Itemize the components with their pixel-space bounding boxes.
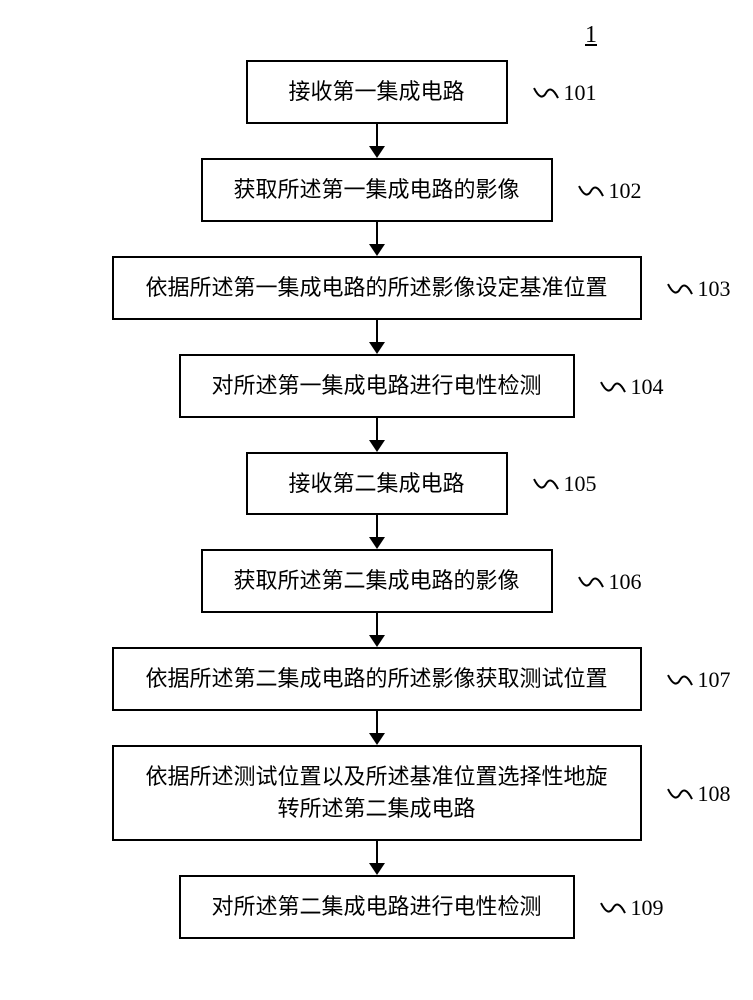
step-box: 依据所述测试位置以及所述基准位置选择性地旋转所述第二集成电路 <box>112 745 642 841</box>
step-box: 获取所述第二集成电路的影像 <box>201 549 553 613</box>
ref-connector-icon <box>666 785 694 803</box>
ref-connector-icon <box>666 671 694 689</box>
flowchart: 接收第一集成电路 101 获取所述第一集成电路的影像 102 依据所述第一集成电路的所述… <box>0 60 753 939</box>
step-ref-number: 105 <box>564 471 597 496</box>
step-ref-number: 108 <box>698 781 731 806</box>
step-ref-number: 109 <box>631 895 664 920</box>
arrow-down-icon <box>369 124 385 158</box>
arrow-down-icon <box>369 841 385 875</box>
step-box: 对所述第二集成电路进行电性检测 <box>179 875 575 939</box>
arrow-down-icon <box>369 320 385 354</box>
step-box: 依据所述第一集成电路的所述影像设定基准位置 <box>112 256 642 320</box>
step-ref-number: 104 <box>631 374 664 399</box>
arrow-down-icon <box>369 515 385 549</box>
step-107: 依据所述第二集成电路的所述影像获取测试位置 107 <box>0 647 753 711</box>
ref-connector-icon <box>599 899 627 917</box>
step-ref-number: 102 <box>609 178 642 203</box>
step-ref-label: 105 <box>532 470 597 498</box>
step-101: 接收第一集成电路 101 <box>0 60 753 124</box>
step-ref-label: 108 <box>666 779 731 807</box>
ref-connector-icon <box>577 573 605 591</box>
figure-label: 1 <box>585 22 597 49</box>
step-103: 依据所述第一集成电路的所述影像设定基准位置 103 <box>0 256 753 320</box>
ref-connector-icon <box>577 182 605 200</box>
step-box: 接收第二集成电路 <box>246 452 508 516</box>
step-ref-number: 101 <box>564 80 597 105</box>
arrow-down-icon <box>369 711 385 745</box>
arrow-down-icon <box>369 613 385 647</box>
ref-connector-icon <box>532 475 560 493</box>
step-ref-number: 103 <box>698 276 731 301</box>
step-108: 依据所述测试位置以及所述基准位置选择性地旋转所述第二集成电路 108 <box>0 745 753 841</box>
step-box: 获取所述第一集成电路的影像 <box>201 158 553 222</box>
step-104: 对所述第一集成电路进行电性检测 104 <box>0 354 753 418</box>
step-box: 对所述第一集成电路进行电性检测 <box>179 354 575 418</box>
ref-connector-icon <box>532 84 560 102</box>
step-box: 依据所述第二集成电路的所述影像获取测试位置 <box>112 647 642 711</box>
step-ref-label: 104 <box>599 372 664 400</box>
step-box: 接收第一集成电路 <box>246 60 508 124</box>
arrow-down-icon <box>369 418 385 452</box>
step-105: 接收第二集成电路 105 <box>0 452 753 516</box>
step-ref-label: 106 <box>577 567 642 595</box>
step-106: 获取所述第二集成电路的影像 106 <box>0 549 753 613</box>
ref-connector-icon <box>599 378 627 396</box>
ref-connector-icon <box>666 280 694 298</box>
step-ref-label: 107 <box>666 665 731 693</box>
step-ref-label: 109 <box>599 893 664 921</box>
step-ref-label: 101 <box>532 78 597 106</box>
step-ref-number: 107 <box>698 667 731 692</box>
arrow-down-icon <box>369 222 385 256</box>
step-ref-label: 102 <box>577 176 642 204</box>
step-ref-number: 106 <box>609 569 642 594</box>
step-102: 获取所述第一集成电路的影像 102 <box>0 158 753 222</box>
step-ref-label: 103 <box>666 274 731 302</box>
step-109: 对所述第二集成电路进行电性检测 109 <box>0 875 753 939</box>
